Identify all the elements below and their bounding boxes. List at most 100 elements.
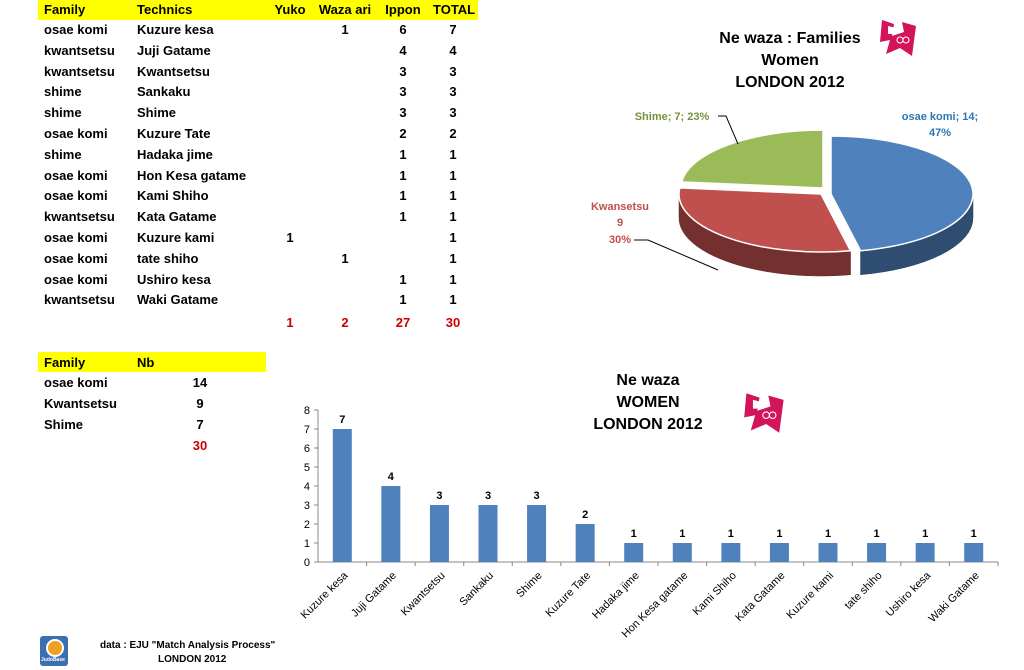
main-cell-r1-c1: Juji Gatame (137, 42, 211, 58)
main-cell-r3-c0: shime (44, 84, 82, 100)
main-cell-r11-c5: 1 (449, 250, 457, 266)
main-cell-r10-c5: 1 (449, 230, 457, 245)
pie-label-osae-komi-percent: 47% (929, 127, 951, 139)
bar-y-tick-label: 5 (304, 462, 310, 474)
main-cell-r10-c2: 1 (286, 230, 294, 245)
bar-value-label: 1 (631, 528, 637, 540)
main-cell-r11-c3: 1 (341, 250, 349, 266)
bar-category-label: Juji Gatame (349, 570, 399, 620)
bar-sankaku (478, 505, 498, 562)
footer-logo-emblem (46, 639, 64, 657)
main-cell-r12-c0: osae komi (44, 271, 108, 287)
main-total-3: 30 (445, 315, 461, 331)
main-table-header-bar (38, 0, 478, 20)
pie-label-kwansetsu-value: 9 (617, 217, 623, 229)
main-cell-r4-c5: 3 (449, 105, 457, 121)
main-cell-r8-c1: Kami Shiho (137, 188, 209, 204)
bar-y-tick-label: 8 (304, 405, 310, 417)
main-cell-r0-c0: osae komi (44, 22, 108, 37)
bar-kata-gatame (769, 543, 789, 562)
main-cell-r12-c4: 1 (399, 271, 407, 287)
main-cell-r8-c0: osae komi (44, 188, 108, 204)
main-cell-r9-c5: 1 (449, 209, 457, 225)
bar-category-label: Kuzure Tate (543, 570, 593, 620)
family-row-0-nb: 14 (192, 375, 208, 390)
bar-ushiro-kesa (915, 543, 935, 562)
main-total-2: 27 (395, 315, 411, 331)
main-cell-r11-c1: tate shiho (137, 250, 199, 266)
olympic-logo-pie (880, 20, 916, 56)
main-cell-r2-c4: 3 (399, 63, 407, 79)
bar-title-line-1: Ne waza (616, 372, 680, 389)
pie-label-kwansetsu-percent: 30% (609, 234, 631, 246)
pie-label-kwansetsu: Kwansetsu (591, 201, 649, 213)
bar-chart: 0 1 2 3 4 5 6 7 8 7 Kuzure kesa 4 Juji Gatame 3 Kwants… (299, 405, 999, 640)
bar-category-label: Kami Shiho (691, 570, 739, 618)
main-cell-r10-c1: Kuzure kami (137, 230, 215, 245)
family-row-1-name: Kwantsetsu (44, 396, 117, 411)
main-cell-r8-c5: 1 (449, 188, 457, 204)
footer-logo-text: JudoBase (41, 657, 65, 663)
main-cell-r0-c5: 7 (449, 22, 457, 37)
bar-kuzure-kami (818, 543, 838, 562)
pie-slice-osae-komi (830, 135, 974, 252)
main-cell-r5-c5: 2 (449, 126, 457, 141)
bar-category-label: Kwantsetsu (399, 570, 448, 619)
pie-title-line-2: Women (761, 52, 819, 69)
main-cell-r0-c3: 1 (341, 22, 349, 37)
main-cell-r9-c0: kwantsetsu (44, 209, 115, 225)
main-cell-r5-c0: osae komi (44, 126, 108, 141)
bar-category-label: Kata Gatame (733, 570, 787, 624)
bar-kwantsetsu (429, 505, 449, 562)
bar-value-label: 2 (582, 509, 588, 521)
main-cell-r5-c4: 2 (399, 126, 407, 141)
bar-value-label: 4 (388, 471, 395, 483)
main-cell-r8-c4: 1 (399, 188, 407, 204)
main-cell-r2-c0: kwantsetsu (44, 63, 115, 79)
bar-category-label: tate shiho (842, 570, 884, 612)
main-header-yuko: Yuko (274, 2, 306, 17)
main-header-waza-ari: Waza ari (318, 2, 372, 17)
main-cell-r7-c5: 1 (449, 167, 457, 183)
main-cell-r7-c0: osae komi (44, 167, 108, 183)
footer-logo: JudoBase (40, 636, 68, 666)
bar-y-tick-label: 1 (304, 538, 310, 550)
main-cell-r1-c0: kwantsetsu (44, 42, 115, 58)
family-header-family: Family (44, 355, 86, 370)
bar-category-label: Hadaka jime (590, 570, 642, 622)
main-cell-r13-c5: 1 (449, 292, 457, 308)
bar-juji-gatame (381, 486, 401, 562)
main-cell-r1-c4: 4 (399, 42, 407, 58)
pie-title-line-3: LONDON 2012 (735, 74, 845, 91)
bar-y-tick-label: 7 (304, 424, 310, 436)
family-table-header-bar (38, 352, 266, 372)
main-cell-r13-c0: kwantsetsu (44, 292, 115, 308)
pie-slice-shime (680, 129, 824, 189)
bar-hon-kesa-gatame (672, 543, 692, 562)
main-cell-r3-c1: Sankaku (137, 84, 191, 100)
main-cell-r12-c1: Ushiro kesa (137, 271, 211, 287)
bar-value-label: 7 (339, 414, 345, 426)
footer-source-event: LONDON 2012 (158, 654, 227, 665)
bar-chart-title: Ne waza WOMEN LONDON 2012 (568, 370, 728, 436)
bar-category-label: Kuzure kami (784, 570, 836, 622)
bar-category-label: Waki Gatame (927, 570, 982, 625)
bar-value-label: 1 (728, 528, 734, 540)
bar-waki-gatame (964, 543, 984, 562)
main-cell-r13-c4: 1 (399, 292, 407, 308)
family-row-2-name: Shime (44, 417, 84, 432)
main-cell-r2-c5: 3 (449, 63, 457, 79)
main-cell-r9-c1: Kata Gatame (137, 209, 217, 225)
bar-kami-shiho (721, 543, 741, 562)
main-total-0: 1 (286, 315, 294, 331)
bar-y-tick-label: 4 (304, 481, 310, 493)
main-header-total: TOTAL (433, 2, 476, 17)
main-cell-r12-c5: 1 (449, 271, 457, 287)
bar-value-label: 1 (776, 528, 782, 540)
bar-value-label: 1 (971, 528, 977, 540)
main-cell-r7-c4: 1 (399, 167, 407, 183)
pie-leader-kwansetsu (634, 239, 719, 271)
main-cell-r4-c0: shime (44, 105, 82, 121)
bar-category-label: Sankaku (457, 570, 496, 609)
main-header-ippon: Ippon (385, 2, 421, 17)
